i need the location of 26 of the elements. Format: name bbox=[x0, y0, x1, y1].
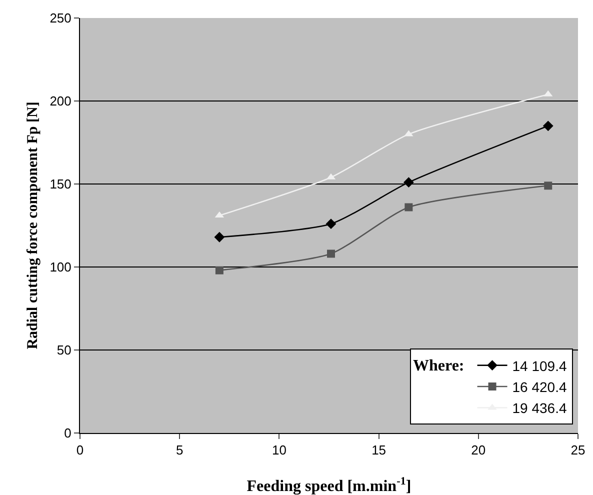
y-tick-label: 100 bbox=[50, 260, 72, 275]
point bbox=[542, 120, 554, 132]
point bbox=[214, 232, 225, 242]
x-tick-label: 10 bbox=[272, 442, 286, 458]
legend-label: 19 436.4 bbox=[512, 400, 567, 416]
y-tick-label: 50 bbox=[56, 342, 72, 358]
legend-title: Where: bbox=[413, 358, 464, 374]
x-tick-label: 25 bbox=[570, 442, 586, 458]
y-tick-label: 200 bbox=[50, 94, 72, 109]
y-tick-label: 250 bbox=[50, 10, 72, 26]
x-tick-label: 5 bbox=[176, 442, 184, 458]
y-tick-label: 0 bbox=[64, 426, 72, 441]
x-tick-label: 20 bbox=[471, 442, 486, 458]
point bbox=[326, 218, 336, 230]
legend-label: 16 420.4 bbox=[512, 378, 567, 395]
point bbox=[404, 203, 413, 212]
legend-label: 14 109.4 bbox=[512, 358, 567, 374]
x-axis-title: Feeding speed [m.min$^{-1}$] bbox=[246, 475, 412, 495]
x-tick-label: 15 bbox=[372, 442, 386, 458]
point bbox=[403, 177, 414, 188]
y-axis-title: Radial cutting force component Fp [N] bbox=[24, 102, 41, 350]
point bbox=[326, 250, 335, 258]
point bbox=[215, 266, 224, 274]
point bbox=[544, 182, 552, 190]
x-tick-label: 0 bbox=[76, 442, 84, 458]
y-tick-label: 150 bbox=[50, 176, 72, 192]
